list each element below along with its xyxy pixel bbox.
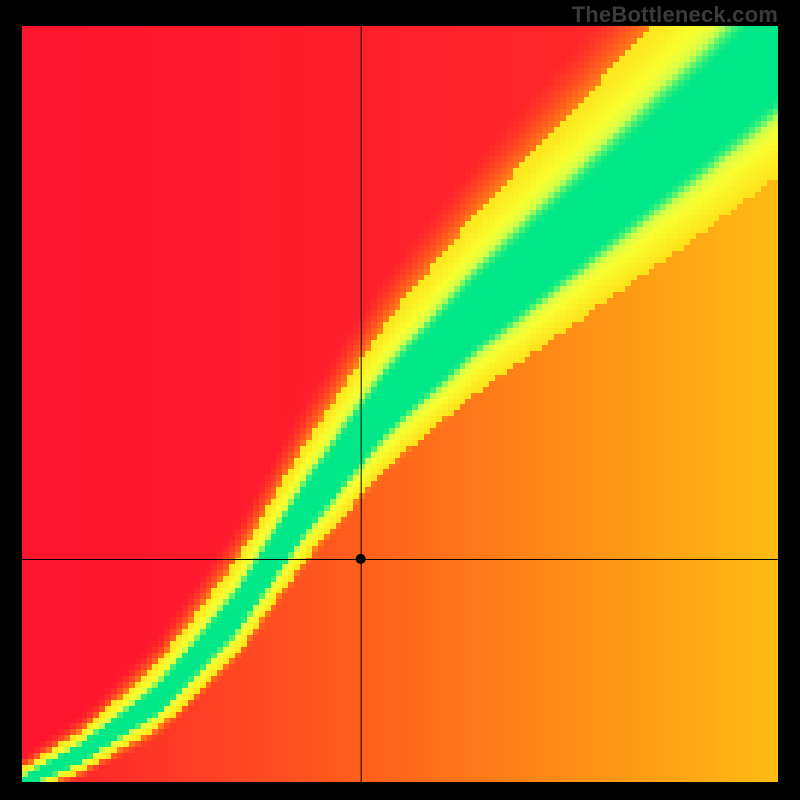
- bottleneck-heatmap: [22, 26, 778, 782]
- chart-container: TheBottleneck.com: [0, 0, 800, 800]
- watermark-text: TheBottleneck.com: [572, 2, 778, 28]
